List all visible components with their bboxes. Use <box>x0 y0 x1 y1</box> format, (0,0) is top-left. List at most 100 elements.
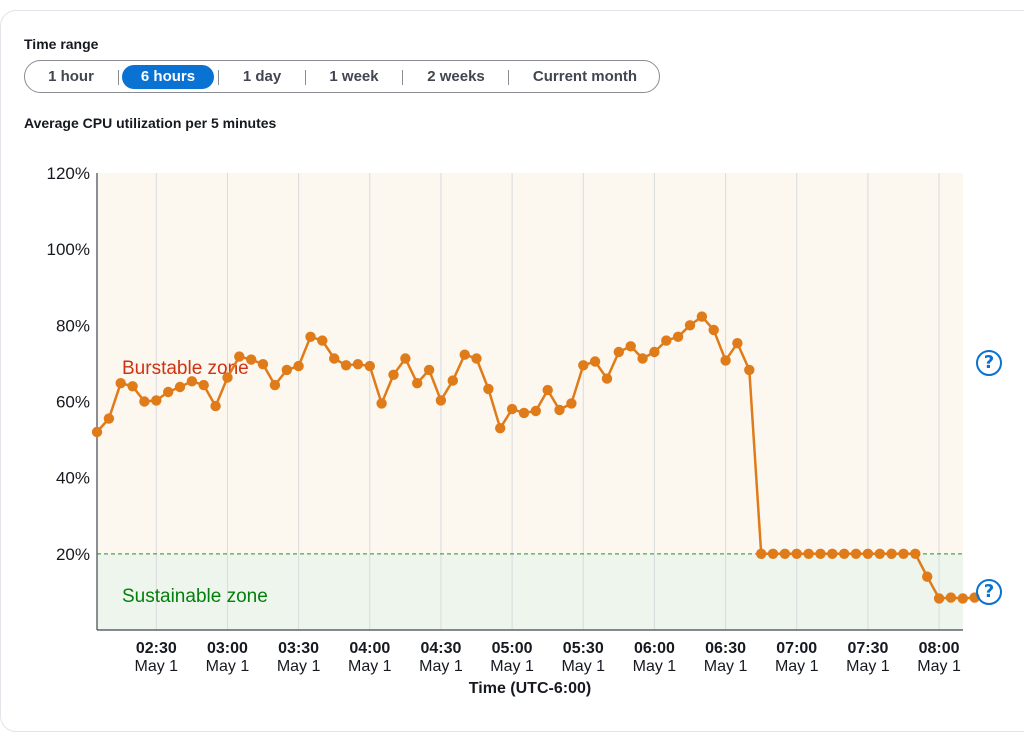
x-tick-time: 05:00 <box>492 640 533 657</box>
data-point <box>625 341 636 352</box>
data-point <box>435 395 447 406</box>
data-point <box>222 372 233 383</box>
data-point <box>234 351 245 362</box>
x-tick-date: May 1 <box>419 658 463 675</box>
data-point <box>566 398 577 409</box>
time-range-current-month[interactable]: Current month <box>532 68 638 85</box>
x-tick-date: May 1 <box>490 658 534 675</box>
data-point <box>613 346 624 358</box>
data-point <box>839 548 850 559</box>
x-tick-time: 06:00 <box>634 640 675 657</box>
time-range-selector: 1 hour 6 hours 1 day 1 week 2 weeks Curr… <box>24 60 660 93</box>
x-tick-date: May 1 <box>775 658 819 675</box>
y-tick-label: 100% <box>47 240 90 259</box>
x-tick-date: May 1 <box>277 658 321 675</box>
x-tick-date: May 1 <box>561 658 605 675</box>
data-point <box>649 346 660 358</box>
data-point <box>779 548 791 559</box>
data-point <box>257 359 269 370</box>
x-tick-time: 08:00 <box>919 640 960 657</box>
time-range-1-week[interactable]: 1 week <box>329 68 379 85</box>
data-point <box>720 355 731 366</box>
x-tick-time: 07:30 <box>847 640 888 657</box>
data-point <box>601 373 613 384</box>
x-tick-time: 07:00 <box>776 640 817 657</box>
data-point <box>246 354 257 365</box>
separator <box>508 70 509 85</box>
x-tick-time: 03:00 <box>207 640 248 657</box>
separator <box>402 70 403 85</box>
data-point <box>756 548 767 559</box>
data-point <box>495 423 506 434</box>
x-tick-date: May 1 <box>348 658 392 675</box>
x-tick-date: May 1 <box>206 658 250 675</box>
data-point <box>957 593 968 604</box>
data-point <box>886 548 897 559</box>
x-tick-time: 06:30 <box>705 640 746 657</box>
data-point <box>732 338 743 349</box>
data-point <box>364 360 375 372</box>
time-range-1-day[interactable]: 1 day <box>242 68 282 85</box>
data-point <box>518 407 530 419</box>
separator <box>305 70 306 85</box>
data-point <box>910 548 921 559</box>
data-point <box>708 324 719 336</box>
y-tick-label: 20% <box>56 545 90 564</box>
data-point <box>163 386 174 398</box>
data-point <box>815 548 826 559</box>
data-point <box>376 398 387 409</box>
data-point <box>530 405 541 417</box>
burstable-zone-area <box>97 173 963 554</box>
data-point <box>329 353 340 364</box>
data-point <box>506 403 518 415</box>
x-tick-time: 05:30 <box>563 640 604 657</box>
data-point <box>672 331 684 342</box>
data-point <box>898 548 909 559</box>
x-tick-date: May 1 <box>704 658 748 675</box>
data-point <box>388 369 399 380</box>
separator <box>118 70 119 85</box>
data-point <box>412 378 423 389</box>
data-point <box>340 360 352 371</box>
y-tick-label: 60% <box>56 393 90 412</box>
data-point <box>127 381 138 392</box>
data-point <box>803 548 814 559</box>
data-point <box>850 548 862 559</box>
x-tick-time: 03:30 <box>278 640 319 657</box>
x-tick-time: 04:30 <box>420 640 461 657</box>
data-point <box>352 359 364 370</box>
data-point <box>103 413 115 424</box>
x-axis-label: Time (UTC-6:00) <box>469 680 591 697</box>
data-point <box>791 548 802 559</box>
y-tick-label: 120% <box>47 164 90 183</box>
data-point <box>174 381 186 393</box>
data-point <box>139 396 150 407</box>
x-tick-date: May 1 <box>846 658 890 675</box>
sustainable-zone-area <box>97 553 963 630</box>
data-point <box>922 571 933 582</box>
data-point <box>554 404 565 416</box>
data-point <box>578 360 589 371</box>
data-point <box>317 335 328 346</box>
data-point <box>862 548 874 559</box>
time-range-1-hour[interactable]: 1 hour <box>48 68 94 85</box>
data-point <box>151 395 162 406</box>
data-point <box>945 592 957 603</box>
data-point <box>933 593 945 604</box>
chart-title: Average CPU utilization per 5 minutes <box>24 115 277 131</box>
data-point <box>483 383 494 395</box>
data-point <box>91 426 103 438</box>
sustainable-zone-help-icon[interactable]: ? <box>976 579 1002 605</box>
x-tick-time: 04:00 <box>349 640 390 657</box>
time-range-2-weeks[interactable]: 2 weeks <box>427 68 485 85</box>
data-point <box>744 364 755 376</box>
data-point <box>281 364 292 376</box>
time-range-6-hours[interactable]: 6 hours <box>122 65 214 89</box>
burstable-zone-help-icon[interactable]: ? <box>976 350 1002 376</box>
data-point <box>447 375 458 386</box>
data-point <box>186 376 198 387</box>
data-point <box>767 548 779 559</box>
sustainable-zone-label: Sustainable zone <box>122 586 268 607</box>
data-point <box>210 400 221 412</box>
